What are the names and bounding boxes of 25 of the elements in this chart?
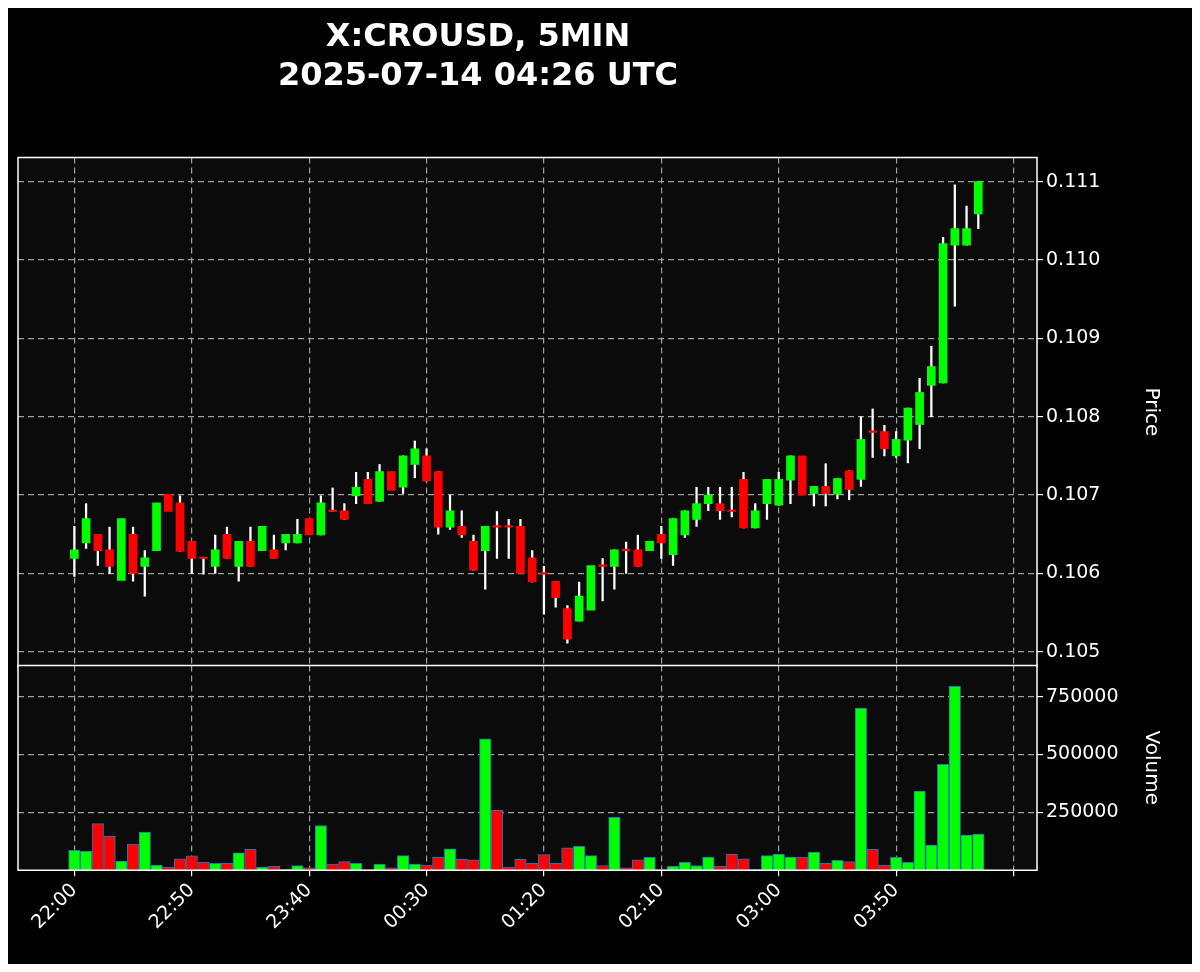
candlestick bbox=[152, 502, 161, 551]
y-tick-label: 0.110 bbox=[1046, 246, 1101, 269]
y-axis-title: Volume bbox=[1140, 730, 1165, 805]
y-tick-label: 0.105 bbox=[1046, 638, 1101, 661]
candlestick bbox=[163, 493, 173, 512]
y-tick-label: 0.108 bbox=[1046, 403, 1101, 426]
y-tick-label: 0.109 bbox=[1046, 325, 1101, 348]
y-tick-label: 0.111 bbox=[1046, 168, 1101, 191]
candlestick bbox=[386, 471, 396, 491]
candlestick bbox=[304, 518, 314, 536]
candlestick bbox=[586, 565, 596, 611]
candlestick bbox=[328, 487, 337, 512]
candlestick bbox=[257, 526, 267, 551]
candlestick bbox=[199, 556, 208, 575]
y-tick-label: 750000 bbox=[1046, 683, 1119, 706]
chart-subtitle: 2025-07-14 04:26 UTC bbox=[276, 55, 680, 94]
y-tick-label: 500000 bbox=[1046, 741, 1119, 764]
y-tick-label: 250000 bbox=[1046, 799, 1119, 822]
candlestick bbox=[116, 518, 126, 581]
y-axis-title: Price bbox=[1140, 387, 1165, 437]
candlestick bbox=[797, 455, 807, 496]
chart-title: X:CROUSD, 5MIN bbox=[324, 16, 632, 55]
y-tick-label: 0.107 bbox=[1046, 481, 1101, 504]
candlestick bbox=[645, 540, 654, 551]
y-tick-label: 0.106 bbox=[1046, 560, 1101, 583]
